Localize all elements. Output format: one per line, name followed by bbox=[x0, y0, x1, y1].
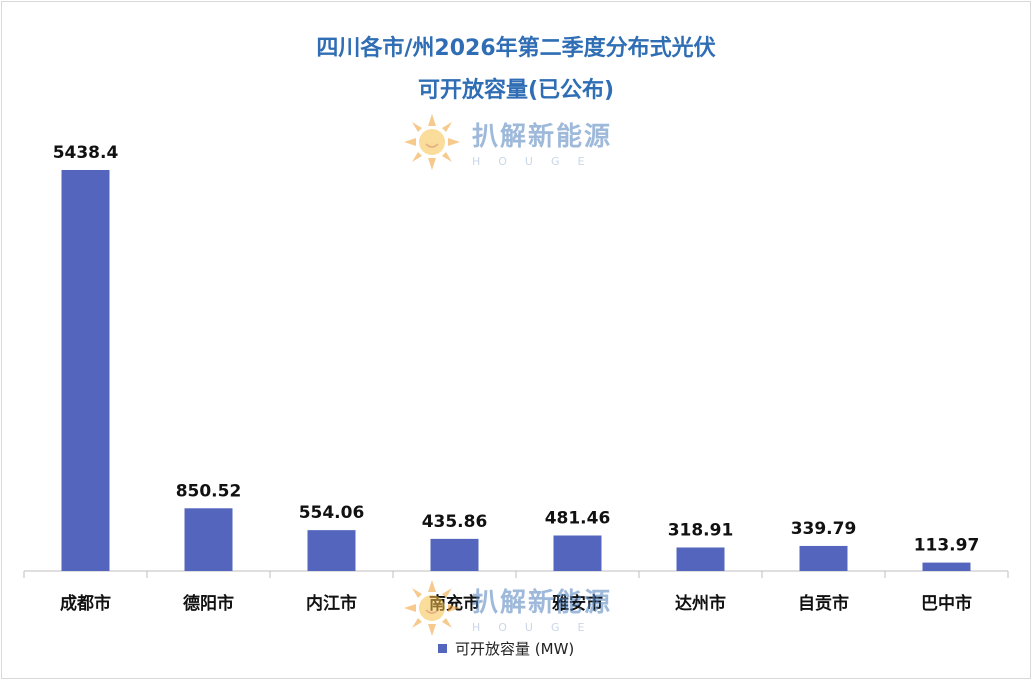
bar bbox=[922, 562, 971, 571]
category-label: 自贡市 bbox=[798, 593, 849, 614]
sun-logo-icon bbox=[404, 580, 460, 636]
data-label: 435.86 bbox=[422, 512, 488, 532]
bar bbox=[430, 538, 479, 571]
bar bbox=[676, 547, 725, 571]
watermark-subtext: HOUGE bbox=[472, 621, 603, 634]
legend-label: 可开放容量 (MW) bbox=[455, 640, 575, 658]
data-label: 5438.4 bbox=[53, 143, 119, 163]
bar bbox=[184, 508, 233, 571]
category-label: 巴中市 bbox=[921, 593, 972, 614]
category-label: 达州市 bbox=[675, 593, 726, 614]
bar bbox=[553, 535, 602, 571]
legend-swatch bbox=[438, 644, 447, 653]
watermark-bottom: 扒解新能源 HOUGE bbox=[400, 578, 612, 638]
data-label: 113.97 bbox=[914, 536, 980, 556]
chart-subtitle: 可开放容量(已公布) bbox=[417, 78, 615, 103]
data-label: 554.06 bbox=[299, 503, 365, 523]
legend: 可开放容量 (MW) bbox=[438, 638, 574, 659]
sun-logo-icon bbox=[404, 114, 460, 170]
watermark-subtext: HOUGE bbox=[472, 155, 603, 168]
data-label: 850.52 bbox=[176, 481, 242, 501]
bar bbox=[307, 530, 356, 571]
data-label: 481.46 bbox=[545, 508, 611, 528]
bar bbox=[61, 170, 110, 571]
bar bbox=[799, 545, 848, 571]
chart-title: 四川各市/州2026年第二季度分布式光伏 bbox=[316, 36, 716, 61]
watermark-top: 扒解新能源 HOUGE bbox=[400, 112, 612, 172]
watermark-text: 扒解新能源 bbox=[472, 588, 613, 618]
watermark-text: 扒解新能源 bbox=[472, 122, 613, 152]
category-label: 内江市 bbox=[306, 593, 357, 614]
data-label: 339.79 bbox=[791, 519, 857, 539]
category-label: 雅安市 bbox=[551, 593, 603, 614]
category-label: 成都市 bbox=[60, 593, 111, 614]
data-label: 318.91 bbox=[668, 520, 734, 540]
category-label: 德阳市 bbox=[183, 593, 234, 614]
